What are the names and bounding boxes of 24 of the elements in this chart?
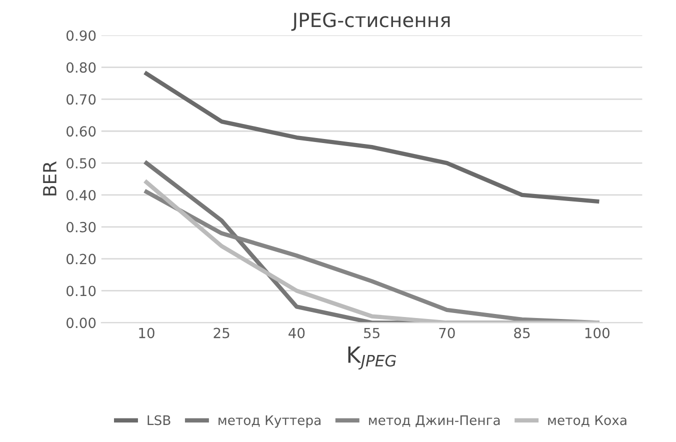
- y-tick-label: 0.10: [66, 286, 96, 296]
- chart-title: JPEG-стиснення: [291, 12, 450, 31]
- x-tick-label: 85: [514, 328, 530, 338]
- y-tick-label: 0.80: [66, 62, 96, 73]
- y-tick-label: 0.00: [66, 318, 96, 328]
- x-tick-label: 70: [439, 328, 455, 338]
- x-tick-label: 40: [288, 328, 305, 338]
- x-tick-label: 100: [585, 328, 610, 338]
- legend-label: метод Куттера: [218, 415, 320, 428]
- y-tick-label: 0.60: [66, 126, 96, 137]
- x-axis-title: K$_{JPEG}$: [348, 346, 396, 370]
- y-tick-label: 0.90: [66, 30, 96, 41]
- x-tick-label: 55: [364, 328, 380, 338]
- y-tick-label: 0.40: [66, 190, 96, 200]
- y-tick-label: 0.70: [66, 94, 96, 105]
- y-tick-label: 0.20: [66, 254, 96, 264]
- y-tick-label: 0.30: [66, 222, 96, 232]
- legend-label: метод Джин-Пенга: [369, 415, 500, 428]
- x-tick-label: 10: [139, 328, 154, 338]
- x-tick-label: 25: [214, 328, 230, 338]
- y-tick-label: 0.50: [66, 158, 96, 169]
- legend-label: LSB: [148, 415, 170, 426]
- legend-label: метод Коха: [548, 415, 626, 427]
- y-axis-title: BER: [43, 161, 56, 196]
